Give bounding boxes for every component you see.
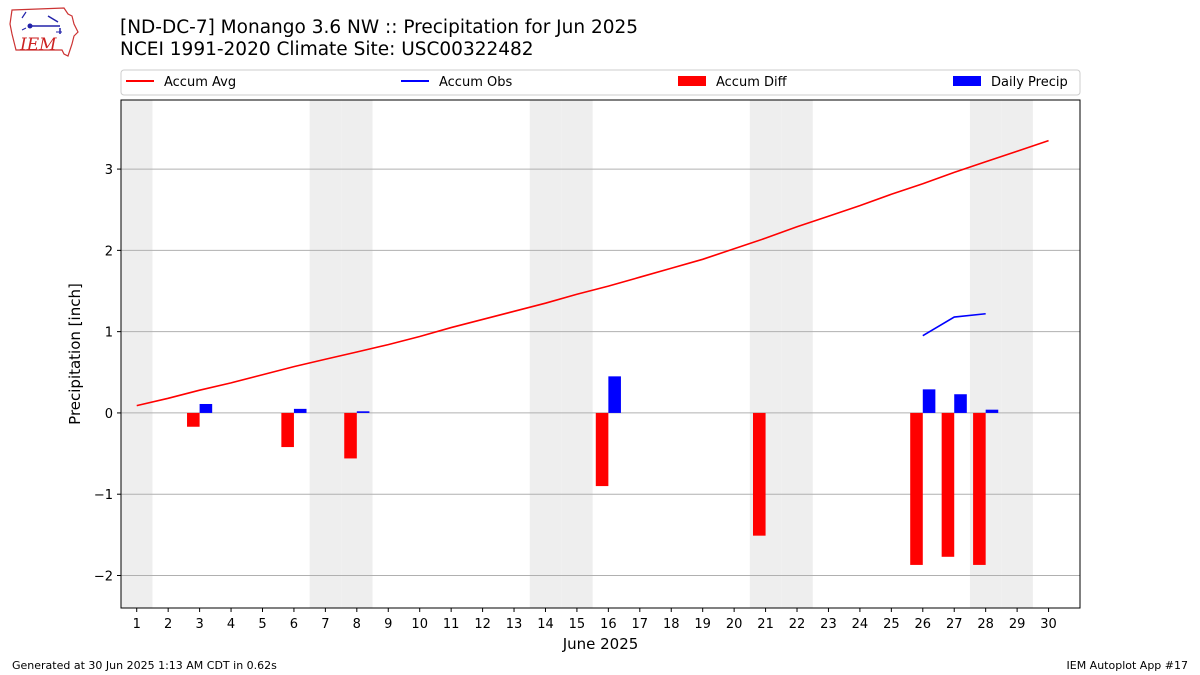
daily-precip-bar xyxy=(199,403,213,413)
x-tick-label: 11 xyxy=(443,617,460,632)
plot-frame xyxy=(120,99,1081,609)
x-tick-label: 3 xyxy=(195,617,203,632)
x-tick-label: 6 xyxy=(290,617,298,632)
weekend-band xyxy=(529,100,562,608)
x-tick-label: 13 xyxy=(506,617,523,632)
weekend-band xyxy=(121,100,153,608)
grid-lines xyxy=(121,168,1080,576)
accum-obs-legend-label: Accum Obs xyxy=(439,75,512,90)
x-tick-label: 26 xyxy=(915,617,932,632)
x-tick-label: 24 xyxy=(852,617,869,632)
y-tick-label: 2 xyxy=(105,244,113,259)
daily-precip-bar xyxy=(293,408,307,413)
y-axis-ticks: −2 −1 0 1 2 3 xyxy=(94,163,121,584)
footer-app-label: IEM Autoplot App #17 xyxy=(1066,659,1189,672)
x-tick-label: 18 xyxy=(663,617,680,632)
x-tick-label: 7 xyxy=(321,617,329,632)
accum-diff-legend-swatch xyxy=(678,76,706,86)
daily-precip-bar xyxy=(985,409,999,413)
x-tick-label: 20 xyxy=(726,617,743,632)
y-tick-label: −1 xyxy=(94,488,113,503)
x-tick-label: 10 xyxy=(411,617,428,632)
accum-diff-bar xyxy=(910,412,923,565)
x-tick-label: 21 xyxy=(757,617,774,632)
legend: Accum Avg Accum Obs Accum Diff Daily Precip xyxy=(120,69,1081,96)
weekend-band xyxy=(781,100,813,608)
x-tick-label: 29 xyxy=(1009,617,1026,632)
x-tick-label: 15 xyxy=(569,617,586,632)
accum-diff-bar xyxy=(344,412,357,459)
weekend-shading xyxy=(121,100,1033,608)
x-tick-label: 4 xyxy=(227,617,235,632)
bars xyxy=(187,376,999,565)
accum-diff-bar xyxy=(973,412,986,565)
footer-generated-text: Generated at 30 Jun 2025 1:13 AM CDT in … xyxy=(12,659,277,672)
weekend-band xyxy=(561,100,593,608)
accum-diff-bar xyxy=(187,412,200,427)
daily-precip-legend-label: Daily Precip xyxy=(991,75,1068,90)
x-tick-label: 25 xyxy=(883,617,900,632)
x-tick-label: 30 xyxy=(1040,617,1057,632)
x-tick-label: 12 xyxy=(474,617,491,632)
x-tick-label: 9 xyxy=(384,617,392,632)
accum-diff-bar xyxy=(941,412,955,557)
y-tick-label: −2 xyxy=(94,569,113,584)
chart-subtitle: NCEI 1991-2020 Climate Site: USC00322482 xyxy=(120,39,534,60)
x-axis-label: June 2025 xyxy=(562,635,639,653)
y-tick-label: 0 xyxy=(105,407,113,422)
accum-diff-legend-label: Accum Diff xyxy=(716,75,788,90)
accum-obs-line xyxy=(922,312,986,337)
x-tick-label: 23 xyxy=(820,617,837,632)
accum-avg-legend-label: Accum Avg xyxy=(164,75,236,90)
x-tick-label: 2 xyxy=(164,617,172,632)
daily-precip-bar xyxy=(954,394,967,413)
accum-avg-line xyxy=(136,139,1049,407)
accum-diff-bar xyxy=(281,412,294,448)
daily-precip-bar xyxy=(356,411,370,413)
x-tick-label: 28 xyxy=(977,617,994,632)
x-axis-ticks: 1 2 3 4 5 6 7 8 9 10 11 12 13 14 15 16 17 18 19 20 21 22 23 24 2… xyxy=(133,608,1057,632)
x-tick-label: 5 xyxy=(258,617,266,632)
y-tick-label: 1 xyxy=(105,326,113,341)
logo-text: IEM xyxy=(19,35,57,55)
chart-title: [ND-DC-7] Monango 3.6 NW :: Precipitatio… xyxy=(120,17,639,38)
daily-precip-legend-swatch xyxy=(953,76,981,86)
lines xyxy=(136,139,1049,407)
weekend-band xyxy=(309,100,342,608)
x-tick-label: 27 xyxy=(946,617,963,632)
daily-precip-bar xyxy=(922,389,936,413)
accum-diff-bar xyxy=(595,412,609,487)
y-axis-label: Precipitation [inch] xyxy=(66,283,84,425)
x-tick-label: 22 xyxy=(789,617,806,632)
legend-frame xyxy=(120,69,1081,96)
weekend-band xyxy=(1001,100,1033,608)
x-tick-label: 14 xyxy=(537,617,554,632)
daily-precip-bar xyxy=(608,376,621,413)
x-tick-label: 19 xyxy=(694,617,711,632)
y-tick-label: 3 xyxy=(105,163,113,178)
x-tick-label: 16 xyxy=(600,617,617,632)
x-tick-label: 17 xyxy=(632,617,649,632)
x-tick-label: 8 xyxy=(353,617,361,632)
x-tick-label: 1 xyxy=(133,617,141,632)
iem-logo: IEM xyxy=(9,7,79,57)
accum-diff-bar xyxy=(752,412,766,536)
